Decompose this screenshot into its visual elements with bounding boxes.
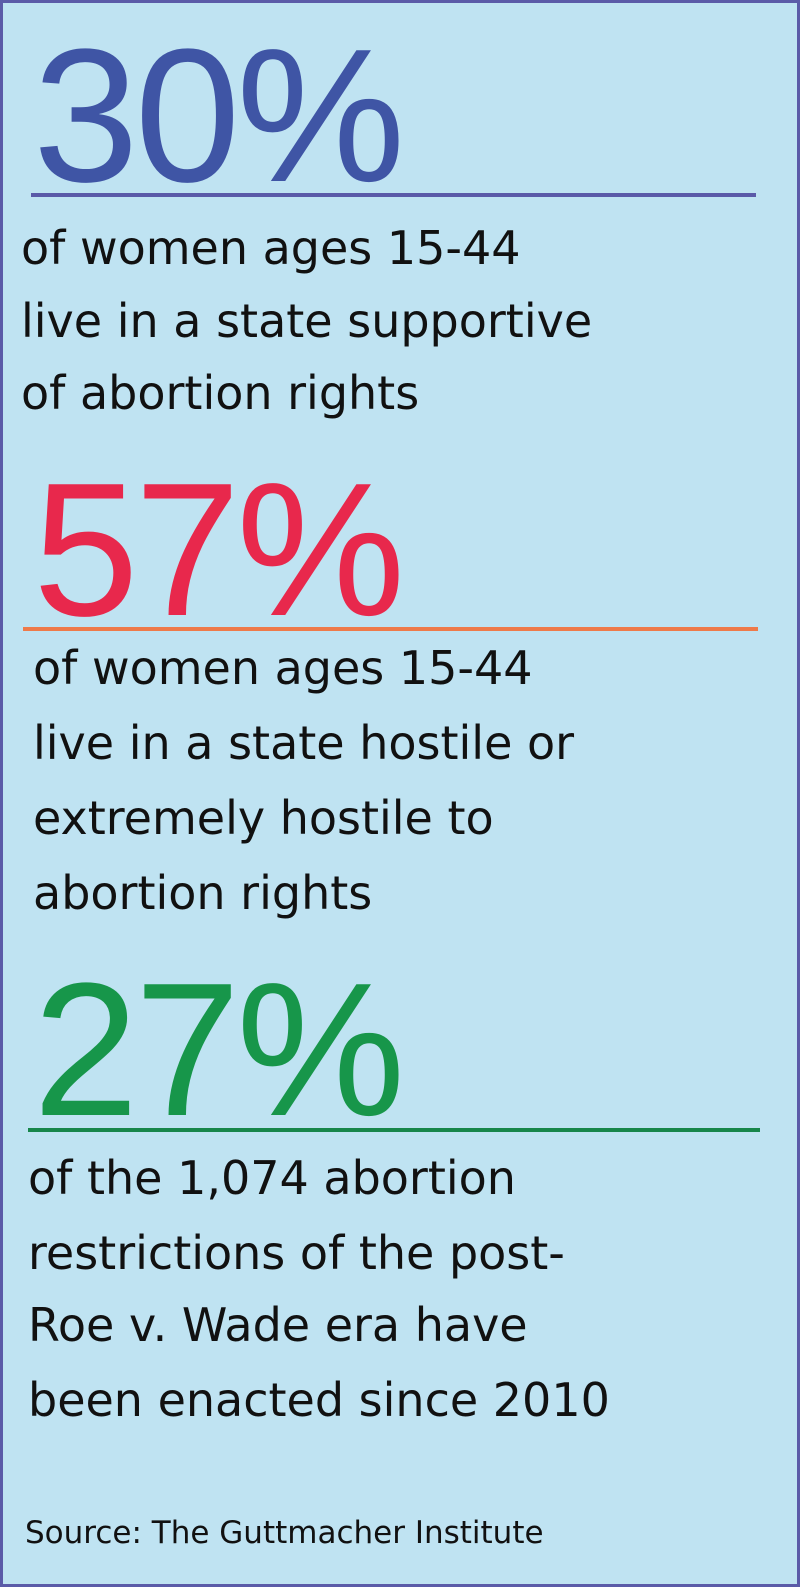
stat-description: of the 1,074 abortion [28, 1151, 516, 1205]
stat-description: restrictions of the post- [28, 1226, 565, 1280]
divider [23, 627, 758, 631]
divider [31, 193, 756, 197]
stat-description: of women ages 15-44 [33, 641, 533, 695]
stat-description: live in a state supportive [21, 294, 593, 348]
stat-description: extremely hostile to [33, 791, 494, 845]
stat-value: 57% [33, 444, 405, 656]
stat-description: abortion rights [33, 866, 373, 920]
divider [28, 1128, 760, 1132]
source: Source: The Guttmacher Institute [25, 1515, 544, 1551]
stat-description: of abortion rights [21, 366, 420, 420]
stat-value: 27% [33, 944, 405, 1156]
stat-description: live in a state hostile or [33, 716, 575, 770]
stat-description: been enacted since 2010 [28, 1373, 610, 1427]
stat-description: of women ages 15-44 [21, 221, 521, 275]
stat-value: 30% [33, 10, 405, 222]
stat-description: Roe v. Wade era have [28, 1298, 528, 1352]
